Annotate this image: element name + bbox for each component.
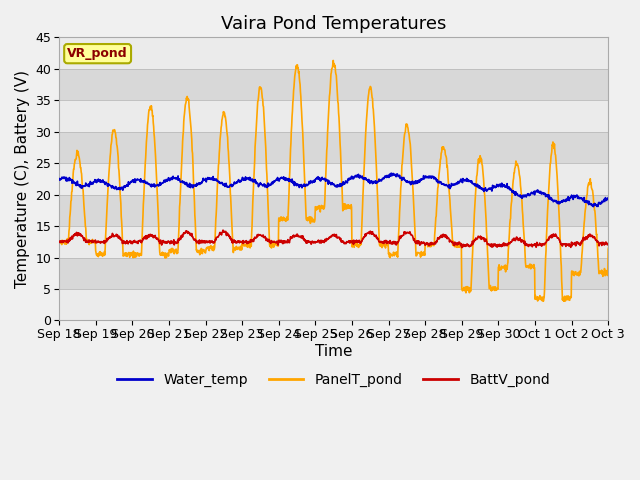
Legend: Water_temp, PanelT_pond, BattV_pond: Water_temp, PanelT_pond, BattV_pond bbox=[112, 368, 556, 393]
Y-axis label: Temperature (C), Battery (V): Temperature (C), Battery (V) bbox=[15, 70, 30, 288]
Bar bbox=[59, 289, 608, 321]
Title: Vaira Pond Temperatures: Vaira Pond Temperatures bbox=[221, 15, 446, 33]
X-axis label: Time: Time bbox=[315, 344, 353, 359]
Bar bbox=[59, 194, 608, 226]
Bar bbox=[59, 100, 608, 132]
Bar bbox=[59, 132, 608, 163]
Bar bbox=[59, 69, 608, 100]
Bar bbox=[59, 226, 608, 258]
Bar bbox=[59, 258, 608, 289]
Bar bbox=[59, 163, 608, 194]
Text: VR_pond: VR_pond bbox=[67, 47, 128, 60]
Bar bbox=[59, 37, 608, 69]
